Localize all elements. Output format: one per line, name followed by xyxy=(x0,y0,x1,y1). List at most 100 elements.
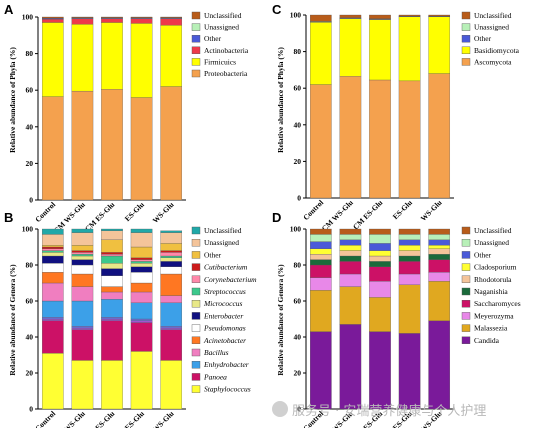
bar-segment xyxy=(101,16,123,18)
y-tick-label: 40 xyxy=(26,122,34,131)
legend-swatch xyxy=(461,312,471,320)
bar-segment xyxy=(339,14,362,18)
y-axis-label: Relative abundance of Genera (%) xyxy=(276,264,285,376)
bar-segment xyxy=(369,19,391,81)
legend-label: Micrococcus xyxy=(203,299,243,308)
legend-label: Other xyxy=(474,34,492,43)
x-tick-label: CM ES-Glu xyxy=(83,409,116,428)
legend-label: Naganishia xyxy=(474,287,508,296)
bar-segment xyxy=(160,252,183,257)
y-tick-label: 0 xyxy=(29,405,33,414)
panel-B: B Relative abundance of Genera (%) 0 20 40 60… xyxy=(4,210,257,428)
bar-segment xyxy=(339,245,362,251)
bar-segment xyxy=(101,275,123,287)
bar-segment xyxy=(160,25,183,87)
legend-swatch xyxy=(461,23,471,31)
bar-segment xyxy=(101,22,123,90)
bar-segment xyxy=(309,259,332,266)
panel-label: C xyxy=(272,2,282,17)
bar-segment xyxy=(369,228,391,235)
bar-segment xyxy=(339,286,362,325)
bar-segment xyxy=(71,360,94,410)
bar-segment xyxy=(398,228,421,235)
y-tick-label: 60 xyxy=(26,86,34,95)
bar-segment xyxy=(339,273,362,287)
bar-segment xyxy=(41,228,64,235)
legend-swatch xyxy=(191,275,201,283)
legend-label: Proteobacteria xyxy=(204,69,248,78)
wechat-icon xyxy=(272,401,288,417)
y-tick-label: 60 xyxy=(26,297,34,306)
bar-segment xyxy=(101,239,123,253)
bar-segment xyxy=(101,89,123,201)
y-tick-label: 20 xyxy=(26,159,34,168)
bar-segment xyxy=(160,273,183,296)
bar-segment xyxy=(41,16,64,19)
panel-C: C Relative abundance of Phyla (%) 0 20 40 60 8… xyxy=(272,2,520,233)
bar-segment xyxy=(160,230,183,233)
bar-segment xyxy=(71,232,94,246)
bar-segment xyxy=(369,79,391,199)
panel-label: D xyxy=(272,210,281,225)
bar-segment xyxy=(101,318,123,321)
bar-segment xyxy=(160,86,183,201)
bar-segment xyxy=(160,243,183,251)
bar-segment xyxy=(41,282,64,302)
bar-segment xyxy=(130,16,153,18)
y-tick-label: 100 xyxy=(290,225,302,234)
bar-segment xyxy=(398,250,421,257)
legend-label: Unclassified xyxy=(474,11,512,20)
legend-swatch xyxy=(191,23,201,31)
legend-label: Pseudomonas xyxy=(203,324,246,333)
bar-segment xyxy=(101,268,123,276)
bar-segment xyxy=(398,273,421,285)
bar-segment xyxy=(369,297,391,332)
bar-segment xyxy=(160,16,183,18)
legend-swatch xyxy=(461,287,471,296)
bar-segment xyxy=(309,277,332,291)
bar-segment xyxy=(130,261,153,264)
legend-label: Firmicuics xyxy=(204,57,236,66)
legend-swatch xyxy=(191,11,201,20)
legend-swatch xyxy=(191,385,201,393)
bar-segment xyxy=(339,255,362,262)
bar-segment xyxy=(71,24,94,92)
bar-segment xyxy=(428,254,451,260)
bar-segment xyxy=(428,14,451,17)
x-tick-label: Control xyxy=(33,200,57,224)
bar-segment xyxy=(428,239,451,246)
x-tick-label: Control xyxy=(33,409,57,428)
bar-segment xyxy=(130,263,153,267)
bar-segment xyxy=(41,300,64,318)
legend-swatch xyxy=(461,275,471,283)
y-tick-label: 0 xyxy=(297,405,301,414)
legend-swatch xyxy=(461,324,471,332)
bar-segment xyxy=(71,259,94,266)
bar-segment xyxy=(369,261,391,267)
bar-segment xyxy=(160,257,183,262)
bar-segment xyxy=(339,261,362,275)
legend-label: Candida xyxy=(474,336,500,345)
x-tick-label: CM ES-Glu xyxy=(83,200,116,233)
bar-segment xyxy=(339,228,362,235)
legend-label: Panoea xyxy=(203,372,227,381)
bar-segment xyxy=(309,290,332,332)
legend-label: Malassezia xyxy=(474,324,508,333)
bar-segment xyxy=(398,234,421,240)
bar-segment xyxy=(309,228,332,235)
y-tick-label: 20 xyxy=(294,157,302,166)
bar-segment xyxy=(101,254,123,257)
bar-segment xyxy=(101,252,123,255)
bar-segment xyxy=(41,22,64,97)
bar-segment xyxy=(130,318,153,321)
bar-segment xyxy=(41,320,64,354)
legend-swatch xyxy=(191,69,201,78)
bar-segment xyxy=(71,264,94,275)
bar-segment xyxy=(160,329,183,361)
bar-segment xyxy=(160,255,183,258)
y-tick-label: 60 xyxy=(294,84,302,93)
legend-swatch xyxy=(191,35,201,43)
bar-segment xyxy=(428,259,451,273)
y-tick-label: 100 xyxy=(290,11,302,20)
legend-label: Unclassified xyxy=(474,226,512,235)
